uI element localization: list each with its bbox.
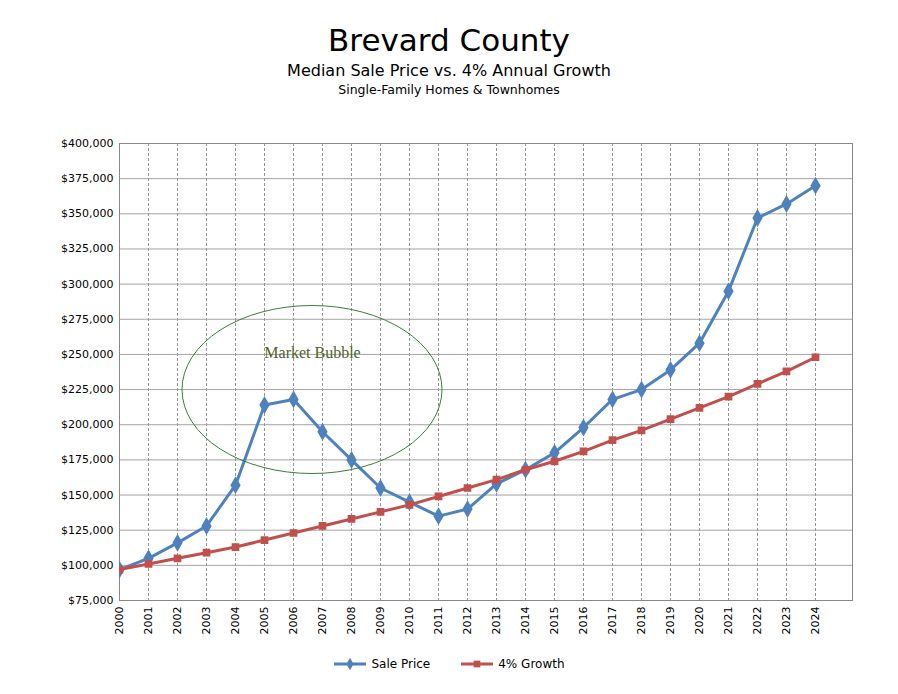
svg-text:Market Bubble: Market Bubble bbox=[264, 344, 360, 361]
svg-text:2023: 2023 bbox=[780, 607, 793, 635]
svg-text:$350,000: $350,000 bbox=[61, 207, 114, 220]
svg-text:$300,000: $300,000 bbox=[61, 278, 114, 291]
svg-text:2021: 2021 bbox=[722, 607, 735, 635]
svg-text:2002: 2002 bbox=[171, 607, 184, 635]
svg-text:2004: 2004 bbox=[229, 607, 242, 635]
svg-text:$125,000: $125,000 bbox=[61, 524, 114, 537]
svg-text:2012: 2012 bbox=[461, 607, 474, 635]
svg-text:2001: 2001 bbox=[142, 607, 155, 635]
svg-text:$375,000: $375,000 bbox=[61, 172, 114, 185]
svg-text:$325,000: $325,000 bbox=[61, 242, 114, 255]
svg-text:2000: 2000 bbox=[113, 607, 126, 635]
svg-text:$400,000: $400,000 bbox=[61, 137, 114, 150]
svg-text:$100,000: $100,000 bbox=[61, 559, 114, 572]
html-text:Brevard County: Brevard County bbox=[328, 22, 570, 58]
svg-text:2015: 2015 bbox=[548, 607, 561, 635]
html-text:Sale Price: Sale Price bbox=[371, 657, 431, 671]
svg-text:2008: 2008 bbox=[345, 607, 358, 635]
svg-text:2014: 2014 bbox=[519, 607, 532, 635]
html-text:4% Growth: 4% Growth bbox=[498, 657, 565, 671]
svg-text:2024: 2024 bbox=[809, 607, 822, 635]
svg-text:$250,000: $250,000 bbox=[61, 348, 114, 361]
svg-text:2017: 2017 bbox=[606, 607, 619, 635]
svg-text:2007: 2007 bbox=[316, 607, 329, 635]
svg-text:$150,000: $150,000 bbox=[61, 489, 114, 502]
svg-text:2011: 2011 bbox=[432, 607, 445, 635]
svg-text:2010: 2010 bbox=[403, 607, 416, 635]
svg-text:$175,000: $175,000 bbox=[61, 453, 114, 466]
html-text:Single-Family Homes & Townhome: Single-Family Homes & Townhomes bbox=[338, 82, 560, 97]
svg-text:2020: 2020 bbox=[693, 607, 706, 635]
svg-text:2006: 2006 bbox=[287, 607, 300, 635]
svg-text:$200,000: $200,000 bbox=[61, 418, 114, 431]
svg-text:$225,000: $225,000 bbox=[61, 383, 114, 396]
svg-text:2019: 2019 bbox=[664, 607, 677, 635]
html-text:Median Sale Price vs. 4% Annua: Median Sale Price vs. 4% Annual Growth bbox=[287, 61, 611, 80]
svg-text:2018: 2018 bbox=[635, 607, 648, 635]
svg-text:2009: 2009 bbox=[374, 607, 387, 635]
svg-text:2013: 2013 bbox=[490, 607, 503, 635]
svg-text:2016: 2016 bbox=[577, 607, 590, 635]
svg-text:2005: 2005 bbox=[258, 607, 271, 635]
svg-text:2022: 2022 bbox=[751, 607, 764, 635]
svg-text:2003: 2003 bbox=[200, 607, 213, 635]
svg-text:$275,000: $275,000 bbox=[61, 313, 114, 326]
svg-text:$75,000: $75,000 bbox=[68, 594, 114, 607]
